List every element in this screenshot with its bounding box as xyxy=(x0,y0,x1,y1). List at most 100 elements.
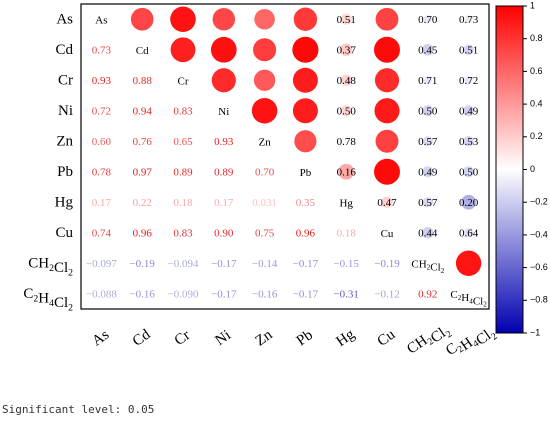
significance-value: 0.78 xyxy=(337,136,357,148)
colorbar-tick-label: −0.4 xyxy=(530,229,548,239)
correlation-value: 0.65 xyxy=(173,136,193,148)
row-label: Hg xyxy=(55,195,74,211)
correlation-value: 0.72 xyxy=(92,105,111,117)
diagonal-label: Cu xyxy=(381,227,394,239)
correlation-value: 0.17 xyxy=(214,197,234,209)
significance-value: 0.37 xyxy=(337,44,357,56)
row-label: CH2Cl2 xyxy=(28,256,73,279)
colorbar: 1 0.8 0.6 0.4 0.2 0 −0.2 −0.4 −0.6 −0.8 −1 xyxy=(495,0,548,337)
correlation-circle xyxy=(374,36,400,63)
column-label: Ni xyxy=(213,328,234,350)
correlation-circle xyxy=(422,43,434,56)
significance-value: 0.72 xyxy=(459,75,478,87)
column-label: Hg xyxy=(334,326,359,350)
correlation-value: −0.17 xyxy=(211,258,237,270)
significance-value: 0.64 xyxy=(459,227,479,239)
row-label: Zn xyxy=(56,134,73,150)
correlation-value: −0.19 xyxy=(374,258,400,270)
colorbar-tick-label: 0.8 xyxy=(530,33,543,43)
correlation-circle xyxy=(339,43,353,56)
correlation-value: −0.16 xyxy=(129,288,155,300)
correlation-value: −0.088 xyxy=(86,288,117,300)
significance-value: 0.48 xyxy=(337,75,357,87)
correlation-circle xyxy=(375,7,399,31)
correlation-circle xyxy=(292,98,318,124)
colorbar-tick-label: 0 xyxy=(530,164,535,174)
significance-value: 0.50 xyxy=(459,166,479,178)
row-label: As xyxy=(56,12,73,28)
column-label: Cr xyxy=(172,328,193,350)
correlation-value: −0.17 xyxy=(293,258,319,270)
column-label: CH2Cl2 xyxy=(405,319,455,363)
significance-value: 0.45 xyxy=(418,44,438,56)
correlation-value: 0.18 xyxy=(337,227,357,239)
correlation-circle xyxy=(340,105,352,117)
correlation-circle xyxy=(455,250,482,276)
row-label: Cd xyxy=(55,42,73,58)
plot-frame xyxy=(80,3,490,310)
correlation-circle xyxy=(253,69,276,91)
correlation-circle xyxy=(464,228,474,238)
correlation-circle xyxy=(375,129,399,153)
significance-value: 0.47 xyxy=(377,197,397,209)
correlation-circle xyxy=(423,76,432,85)
correlation-circle xyxy=(130,7,154,31)
axis-labels: As As Cd Cd Cr Cr Ni Ni Zn Zn Pb Pb Hg Hg Cu Cu CH2Cl2 CH… xyxy=(23,12,499,363)
correlation-circle xyxy=(293,7,318,31)
correlation-value: 0.88 xyxy=(133,75,153,87)
row-label: Cu xyxy=(55,225,73,241)
correlation-circle xyxy=(253,38,277,62)
correlation-value: 0.74 xyxy=(92,227,112,239)
diagonal-label: Ni xyxy=(218,105,229,117)
correlation-value: 0.22 xyxy=(133,197,152,209)
correlation-value: 0.78 xyxy=(92,166,112,178)
correlation-circle xyxy=(340,74,352,86)
correlation-value: 0.70 xyxy=(255,166,275,178)
column-label: As xyxy=(90,327,113,350)
correlation-value: 0.89 xyxy=(214,166,234,178)
correlation-value: 0.18 xyxy=(173,197,193,209)
significance-value: 0.16 xyxy=(337,166,357,178)
correlation-circle xyxy=(463,166,475,178)
colorbar-gradient xyxy=(495,5,524,334)
correlation-circle xyxy=(423,15,432,24)
significance-value: 0.49 xyxy=(418,166,438,178)
correlation-value: 0.96 xyxy=(296,227,316,239)
correlation-value: −0.097 xyxy=(86,258,117,270)
correlation-circle xyxy=(422,166,434,178)
correlation-circle xyxy=(338,163,355,180)
significance-value: 0.71 xyxy=(418,75,437,87)
correlation-value: 0.90 xyxy=(214,227,234,239)
correlation-circle xyxy=(292,67,318,93)
significance-value: 0.70 xyxy=(418,14,438,26)
correlation-value: −0.17 xyxy=(293,288,319,300)
significance-value: 0.20 xyxy=(459,197,479,209)
correlation-value: 0.89 xyxy=(173,166,193,178)
correlation-value: −0.31 xyxy=(333,288,358,300)
colorbar-tick-label: −0.6 xyxy=(530,262,548,272)
colorbar-tick-label: −0.2 xyxy=(530,197,548,207)
correlation-value: 0.75 xyxy=(255,227,275,239)
diagonal-label: C2H4Cl2 xyxy=(450,288,487,308)
diagonal-label: Pb xyxy=(300,166,312,178)
colorbar-tick-label: 1 xyxy=(530,0,535,10)
correlation-value: 0.031 xyxy=(252,197,277,209)
correlation-circle xyxy=(294,130,317,153)
correlation-value: −0.19 xyxy=(129,258,155,270)
correlation-value: −0.14 xyxy=(252,258,278,270)
correlation-circle xyxy=(463,44,474,56)
correlation-value: 0.76 xyxy=(133,136,153,148)
correlation-circle xyxy=(170,6,196,33)
correlation-circle xyxy=(343,138,349,144)
correlation-value: 0.93 xyxy=(214,136,234,148)
significance-value: 0.57 xyxy=(418,197,438,209)
significance-value: 0.44 xyxy=(418,227,438,239)
correlation-value: 0.17 xyxy=(92,197,112,209)
colorbar-tick-label: 0.2 xyxy=(530,131,543,141)
correlation-circle xyxy=(461,194,476,210)
correlation-value: 0.60 xyxy=(92,136,112,148)
significance-value: 0.50 xyxy=(337,105,357,117)
correlation-value: −0.090 xyxy=(168,288,199,300)
correlation-circle xyxy=(340,13,352,25)
